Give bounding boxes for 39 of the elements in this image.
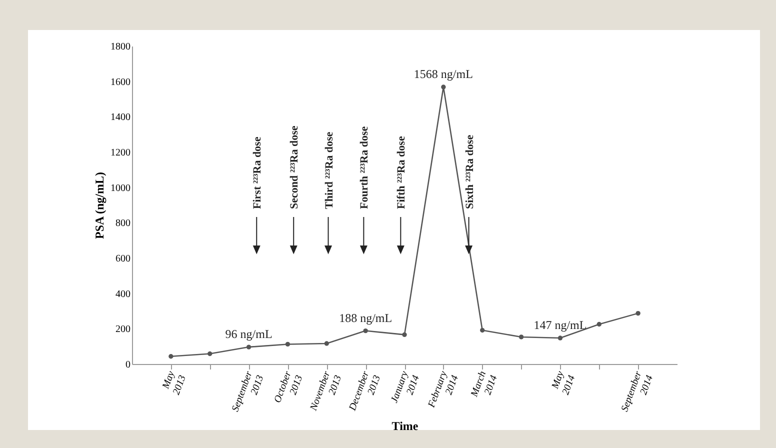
y-tick-label: 400 [116, 288, 130, 300]
point [324, 341, 329, 346]
annotation: Sixth ²²³Ra dose [464, 134, 476, 209]
x-axis-title: Time [392, 418, 419, 433]
point [636, 310, 640, 316]
point [246, 344, 252, 350]
annotation: Second ²²³Ra dose [288, 126, 301, 209]
annotation: Fourth ²²³Ra dose [358, 126, 371, 209]
y-tick-label: 600 [116, 254, 130, 264]
point [285, 342, 290, 347]
point [596, 322, 602, 327]
point [402, 332, 407, 338]
annotation: First ²²³Ra dose [252, 136, 264, 209]
point [363, 328, 368, 334]
y-tick-label: 200 [116, 324, 130, 336]
x-tick-label: October 2013 [272, 370, 306, 404]
y-tick-label: 0 [126, 360, 130, 370]
annotation: 96 ng/mL [225, 327, 272, 342]
point [208, 351, 212, 356]
y-tick-label: 1200 [110, 148, 130, 158]
annotation: 1568 ng/mL [414, 66, 473, 81]
x-tick-label: May 2014 [550, 369, 578, 396]
point [441, 84, 446, 90]
y-tick-label: 1600 [110, 76, 130, 88]
point [518, 334, 524, 340]
annotation: Third ²²³Ra dose [323, 132, 336, 209]
y-axis-title: PSA (ng/mL) [92, 172, 106, 240]
y-tick-label: 1400 [110, 112, 130, 124]
annotation: 188 ng/mL [339, 310, 392, 325]
y-tick-label: 1000 [110, 182, 130, 194]
point [480, 328, 485, 333]
y-tick-label: 800 [116, 218, 130, 230]
annotation: 147 ng/mL [534, 318, 587, 332]
annotation: Fifth ²²³Ra dose [396, 136, 408, 209]
x-tick-label: March 2014 [468, 370, 500, 400]
x-tick-label: May 2013 [160, 369, 188, 396]
point [558, 336, 563, 340]
point [168, 354, 174, 359]
y-tick-label: 1800 [110, 42, 130, 52]
